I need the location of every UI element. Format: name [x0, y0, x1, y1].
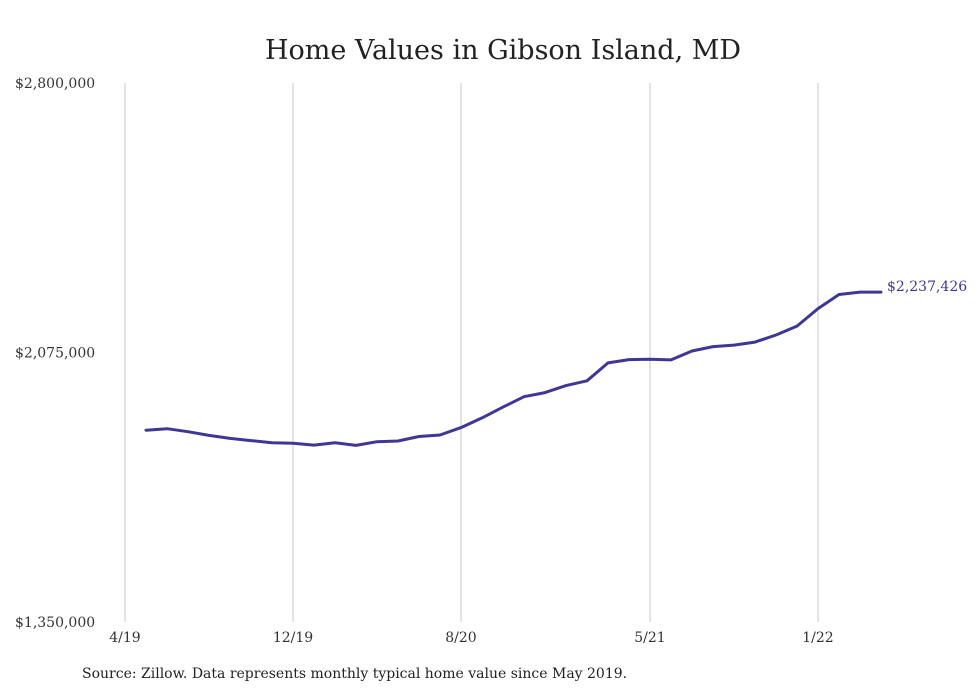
y-tick-labels: $2,800,000 $2,075,000 $1,350,000 [15, 76, 95, 631]
y-tick-label: $2,800,000 [15, 76, 95, 92]
x-tick-label: 8/20 [445, 630, 476, 646]
end-value-label: $2,237,426 [887, 279, 967, 295]
x-tick-label: 1/22 [802, 630, 833, 646]
series-line [144, 290, 883, 447]
source-note: Source: Zillow. Data represents monthly … [82, 666, 628, 682]
x-tick-labels: 4/19 12/19 8/20 5/21 1/22 [109, 630, 833, 646]
x-tick-label: 4/19 [109, 630, 140, 646]
chart-title: Home Values in Gibson Island, MD [265, 35, 741, 66]
y-tick-label: $1,350,000 [15, 615, 95, 631]
y-tick-label: $2,075,000 [15, 346, 95, 362]
grid-layer [124, 83, 819, 622]
x-tick-label: 5/21 [634, 630, 665, 646]
x-tick-label: 12/19 [273, 630, 313, 646]
